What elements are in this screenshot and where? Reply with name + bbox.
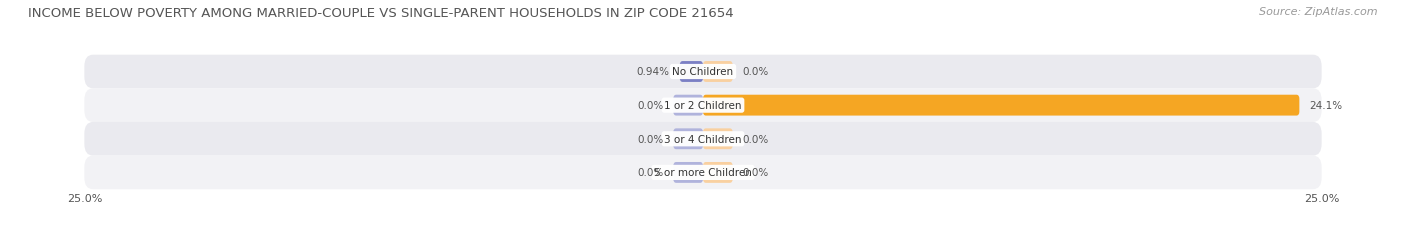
Text: 0.0%: 0.0% bbox=[637, 168, 664, 178]
Text: 0.0%: 0.0% bbox=[742, 134, 769, 144]
FancyBboxPatch shape bbox=[84, 122, 1322, 156]
FancyBboxPatch shape bbox=[703, 129, 733, 149]
FancyBboxPatch shape bbox=[673, 95, 703, 116]
Text: No Children: No Children bbox=[672, 67, 734, 77]
FancyBboxPatch shape bbox=[84, 55, 1322, 89]
Text: 1 or 2 Children: 1 or 2 Children bbox=[664, 101, 742, 111]
Text: 0.0%: 0.0% bbox=[742, 67, 769, 77]
Text: 0.0%: 0.0% bbox=[637, 101, 664, 111]
Text: 5 or more Children: 5 or more Children bbox=[654, 168, 752, 178]
Text: 0.0%: 0.0% bbox=[742, 168, 769, 178]
Text: 0.94%: 0.94% bbox=[637, 67, 669, 77]
FancyBboxPatch shape bbox=[679, 62, 703, 82]
FancyBboxPatch shape bbox=[673, 162, 703, 183]
FancyBboxPatch shape bbox=[703, 162, 733, 183]
FancyBboxPatch shape bbox=[673, 129, 703, 149]
Text: 24.1%: 24.1% bbox=[1309, 101, 1343, 111]
FancyBboxPatch shape bbox=[84, 156, 1322, 189]
Text: Source: ZipAtlas.com: Source: ZipAtlas.com bbox=[1260, 7, 1378, 17]
Text: 3 or 4 Children: 3 or 4 Children bbox=[664, 134, 742, 144]
Text: 0.0%: 0.0% bbox=[637, 134, 664, 144]
FancyBboxPatch shape bbox=[84, 89, 1322, 122]
FancyBboxPatch shape bbox=[703, 95, 1299, 116]
FancyBboxPatch shape bbox=[703, 62, 733, 82]
Text: INCOME BELOW POVERTY AMONG MARRIED-COUPLE VS SINGLE-PARENT HOUSEHOLDS IN ZIP COD: INCOME BELOW POVERTY AMONG MARRIED-COUPL… bbox=[28, 7, 734, 20]
